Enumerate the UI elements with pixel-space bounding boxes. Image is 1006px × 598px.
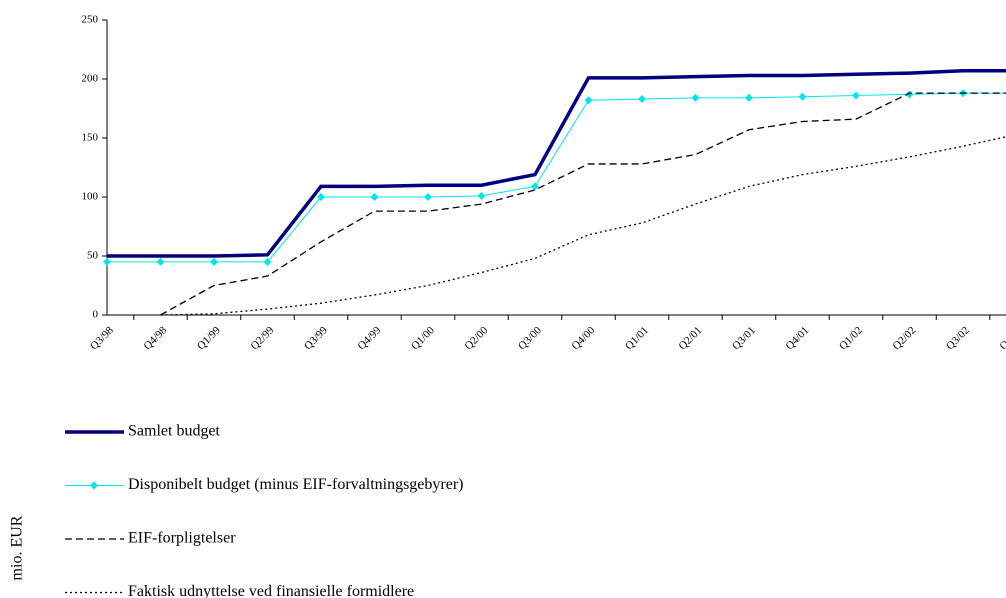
marker (852, 91, 860, 100)
marker (156, 257, 165, 266)
marker (317, 193, 325, 201)
marker (531, 182, 539, 191)
marker (905, 90, 914, 99)
series-line (160, 136, 1006, 316)
series-line (160, 92, 1006, 316)
x-tick-label: Q2/00 (462, 324, 490, 352)
y-tick-label: 200 (82, 73, 99, 85)
x-tick-label: Q1/01 (623, 324, 651, 352)
legend-label: Samlet budget (128, 423, 221, 440)
x-tick-label: Q3/00 (516, 324, 544, 352)
marker (103, 257, 111, 266)
legend-label: Faktisk udnyttelse ved finansielle formi… (128, 583, 414, 598)
marker (477, 191, 486, 200)
x-tick-label: Q1/00 (409, 324, 437, 352)
marker (263, 257, 272, 266)
x-tick-label: Q3/01 (730, 324, 758, 352)
series-line (107, 92, 1006, 263)
marker (745, 93, 753, 102)
x-tick-label: Q3/99 (302, 324, 330, 352)
x-tick-label: Q1/02 (837, 324, 865, 352)
x-tick-label: Q4/02 (997, 324, 1006, 352)
x-tick-label: Q4/99 (355, 324, 383, 352)
y-tick-label: 0 (93, 309, 99, 321)
y-tick-label: 250 (82, 14, 99, 26)
legend-label: EIF-forpligtelser (128, 530, 236, 547)
x-tick-label: Q4/00 (569, 324, 597, 352)
x-tick-label: Q2/02 (890, 324, 918, 352)
marker (691, 93, 700, 102)
legend-label: Disponibelt budget (minus EIF-forvaltnin… (128, 476, 464, 493)
x-tick-label: Q4/01 (783, 324, 811, 352)
y-tick-label: 100 (82, 191, 99, 203)
y-axis-label: mio. EUR (9, 515, 26, 580)
marker (210, 257, 218, 266)
x-tick-label: Q1/99 (195, 324, 223, 352)
x-tick-label: Q3/98 (88, 324, 116, 352)
marker (638, 95, 646, 104)
y-tick-label: 50 (87, 250, 99, 262)
x-tick-label: Q2/01 (676, 324, 704, 352)
marker (370, 193, 379, 201)
x-tick-label: Q3/02 (944, 324, 972, 352)
x-tick-label: Q4/98 (141, 324, 169, 352)
marker (584, 96, 593, 105)
legend-marker (90, 481, 98, 490)
marker (798, 92, 807, 101)
x-tick-label: Q2/99 (248, 324, 276, 352)
series-line (107, 68, 1006, 258)
marker (424, 193, 432, 201)
y-tick-label: 150 (82, 132, 99, 144)
